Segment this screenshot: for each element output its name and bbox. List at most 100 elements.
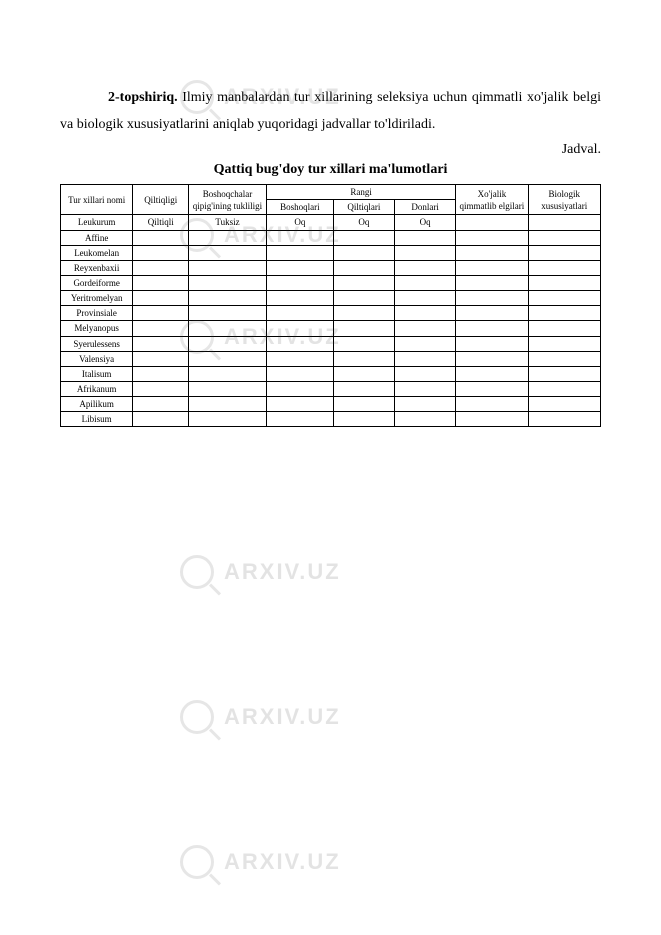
table-cell: [395, 321, 456, 336]
table-cell: [333, 260, 394, 275]
table-row: Italisum: [61, 366, 601, 381]
watermark-text: ARXIV.UZ: [224, 704, 341, 730]
table-cell: [333, 291, 394, 306]
table-cell: [189, 230, 267, 245]
table-row: Libisum: [61, 412, 601, 427]
table-cell: [133, 336, 189, 351]
table-cell: [189, 260, 267, 275]
table-cell: [266, 291, 333, 306]
table-cell: [266, 260, 333, 275]
table-cell: [189, 382, 267, 397]
table-cell: [189, 321, 267, 336]
table-cell: [333, 321, 394, 336]
table-caption: Qattiq bug'doy tur xillari ma'lumotlari: [60, 162, 601, 178]
table-body: LeukurumQiltiqliTuksizOqOqOqAffineLeukom…: [61, 215, 601, 427]
table-cell: [133, 397, 189, 412]
table-header-row: Tur xillari nomi Qiltiqligi Boshoqchalar…: [61, 185, 601, 200]
table-cell: Italisum: [61, 366, 133, 381]
table-cell: [395, 397, 456, 412]
table-cell: [133, 321, 189, 336]
table-cell: [528, 321, 600, 336]
watermark: ARXIV.UZ: [180, 845, 341, 879]
table-cell: [395, 366, 456, 381]
table-cell: [189, 245, 267, 260]
table-cell: [528, 260, 600, 275]
col-rangi: Rangi: [266, 185, 455, 200]
table-cell: [528, 397, 600, 412]
table-cell: [528, 382, 600, 397]
table-cell: [189, 276, 267, 291]
table-cell: [456, 382, 528, 397]
table-cell: [333, 230, 394, 245]
watermark-text: ARXIV.UZ: [224, 559, 341, 585]
table-cell: [266, 245, 333, 260]
col-nomi: Tur xillari nomi: [61, 185, 133, 215]
table-row: Yeritromelyan: [61, 291, 601, 306]
table-cell: [133, 366, 189, 381]
table-row: Gordeiforme: [61, 276, 601, 291]
col-donlari: Donlari: [395, 200, 456, 215]
table-cell: [266, 382, 333, 397]
table-row: Melyanopus: [61, 321, 601, 336]
table-cell: [133, 306, 189, 321]
table-cell: [189, 306, 267, 321]
table-cell: [133, 382, 189, 397]
table-row: Provinsiale: [61, 306, 601, 321]
table-row: Valensiya: [61, 351, 601, 366]
table-cell: Afrikanum: [61, 382, 133, 397]
table-cell: Valensiya: [61, 351, 133, 366]
table-cell: [333, 336, 394, 351]
table-row: LeukurumQiltiqliTuksizOqOqOq: [61, 215, 601, 230]
table-cell: [528, 412, 600, 427]
table-cell: Melyanopus: [61, 321, 133, 336]
col-xojalik: Xo'jalik qimmatlib elgilari: [456, 185, 528, 215]
table-cell: Yeritromelyan: [61, 291, 133, 306]
table-cell: Oq: [266, 215, 333, 230]
table-cell: Leukomelan: [61, 245, 133, 260]
table-cell: [266, 276, 333, 291]
table-cell: [456, 215, 528, 230]
table-cell: [395, 245, 456, 260]
table-cell: [266, 397, 333, 412]
table-cell: [528, 276, 600, 291]
table-cell: Syerulessens: [61, 336, 133, 351]
table-cell: [333, 366, 394, 381]
table-cell: [266, 336, 333, 351]
col-qiltiqlari: Qiltiqlari: [333, 200, 394, 215]
table-cell: [395, 230, 456, 245]
col-qiltiqligi: Qiltiqligi: [133, 185, 189, 215]
data-table: Tur xillari nomi Qiltiqligi Boshoqchalar…: [60, 184, 601, 427]
table-cell: [133, 412, 189, 427]
table-cell: [395, 306, 456, 321]
table-cell: [528, 215, 600, 230]
table-cell: Libisum: [61, 412, 133, 427]
table-cell: [189, 397, 267, 412]
table-cell: [133, 260, 189, 275]
table-cell: [266, 412, 333, 427]
table-cell: [395, 412, 456, 427]
table-cell: [189, 366, 267, 381]
table-cell: Leukurum: [61, 215, 133, 230]
table-cell: [133, 245, 189, 260]
magnifier-icon: [180, 555, 214, 589]
table-row: Afrikanum: [61, 382, 601, 397]
table-cell: [456, 245, 528, 260]
table-cell: [266, 321, 333, 336]
table-cell: Tuksiz: [189, 215, 267, 230]
table-cell: [133, 230, 189, 245]
table-cell: Oq: [333, 215, 394, 230]
table-cell: Reyxenbaxii: [61, 260, 133, 275]
table-cell: [528, 366, 600, 381]
table-cell: [456, 336, 528, 351]
table-cell: [189, 291, 267, 306]
table-row: Leukomelan: [61, 245, 601, 260]
table-cell: [456, 397, 528, 412]
table-cell: [395, 260, 456, 275]
table-label: Jadval.: [60, 142, 601, 158]
table-cell: [333, 306, 394, 321]
table-cell: [333, 276, 394, 291]
table-cell: [456, 230, 528, 245]
table-cell: [266, 351, 333, 366]
table-cell: [333, 245, 394, 260]
table-cell: [528, 230, 600, 245]
